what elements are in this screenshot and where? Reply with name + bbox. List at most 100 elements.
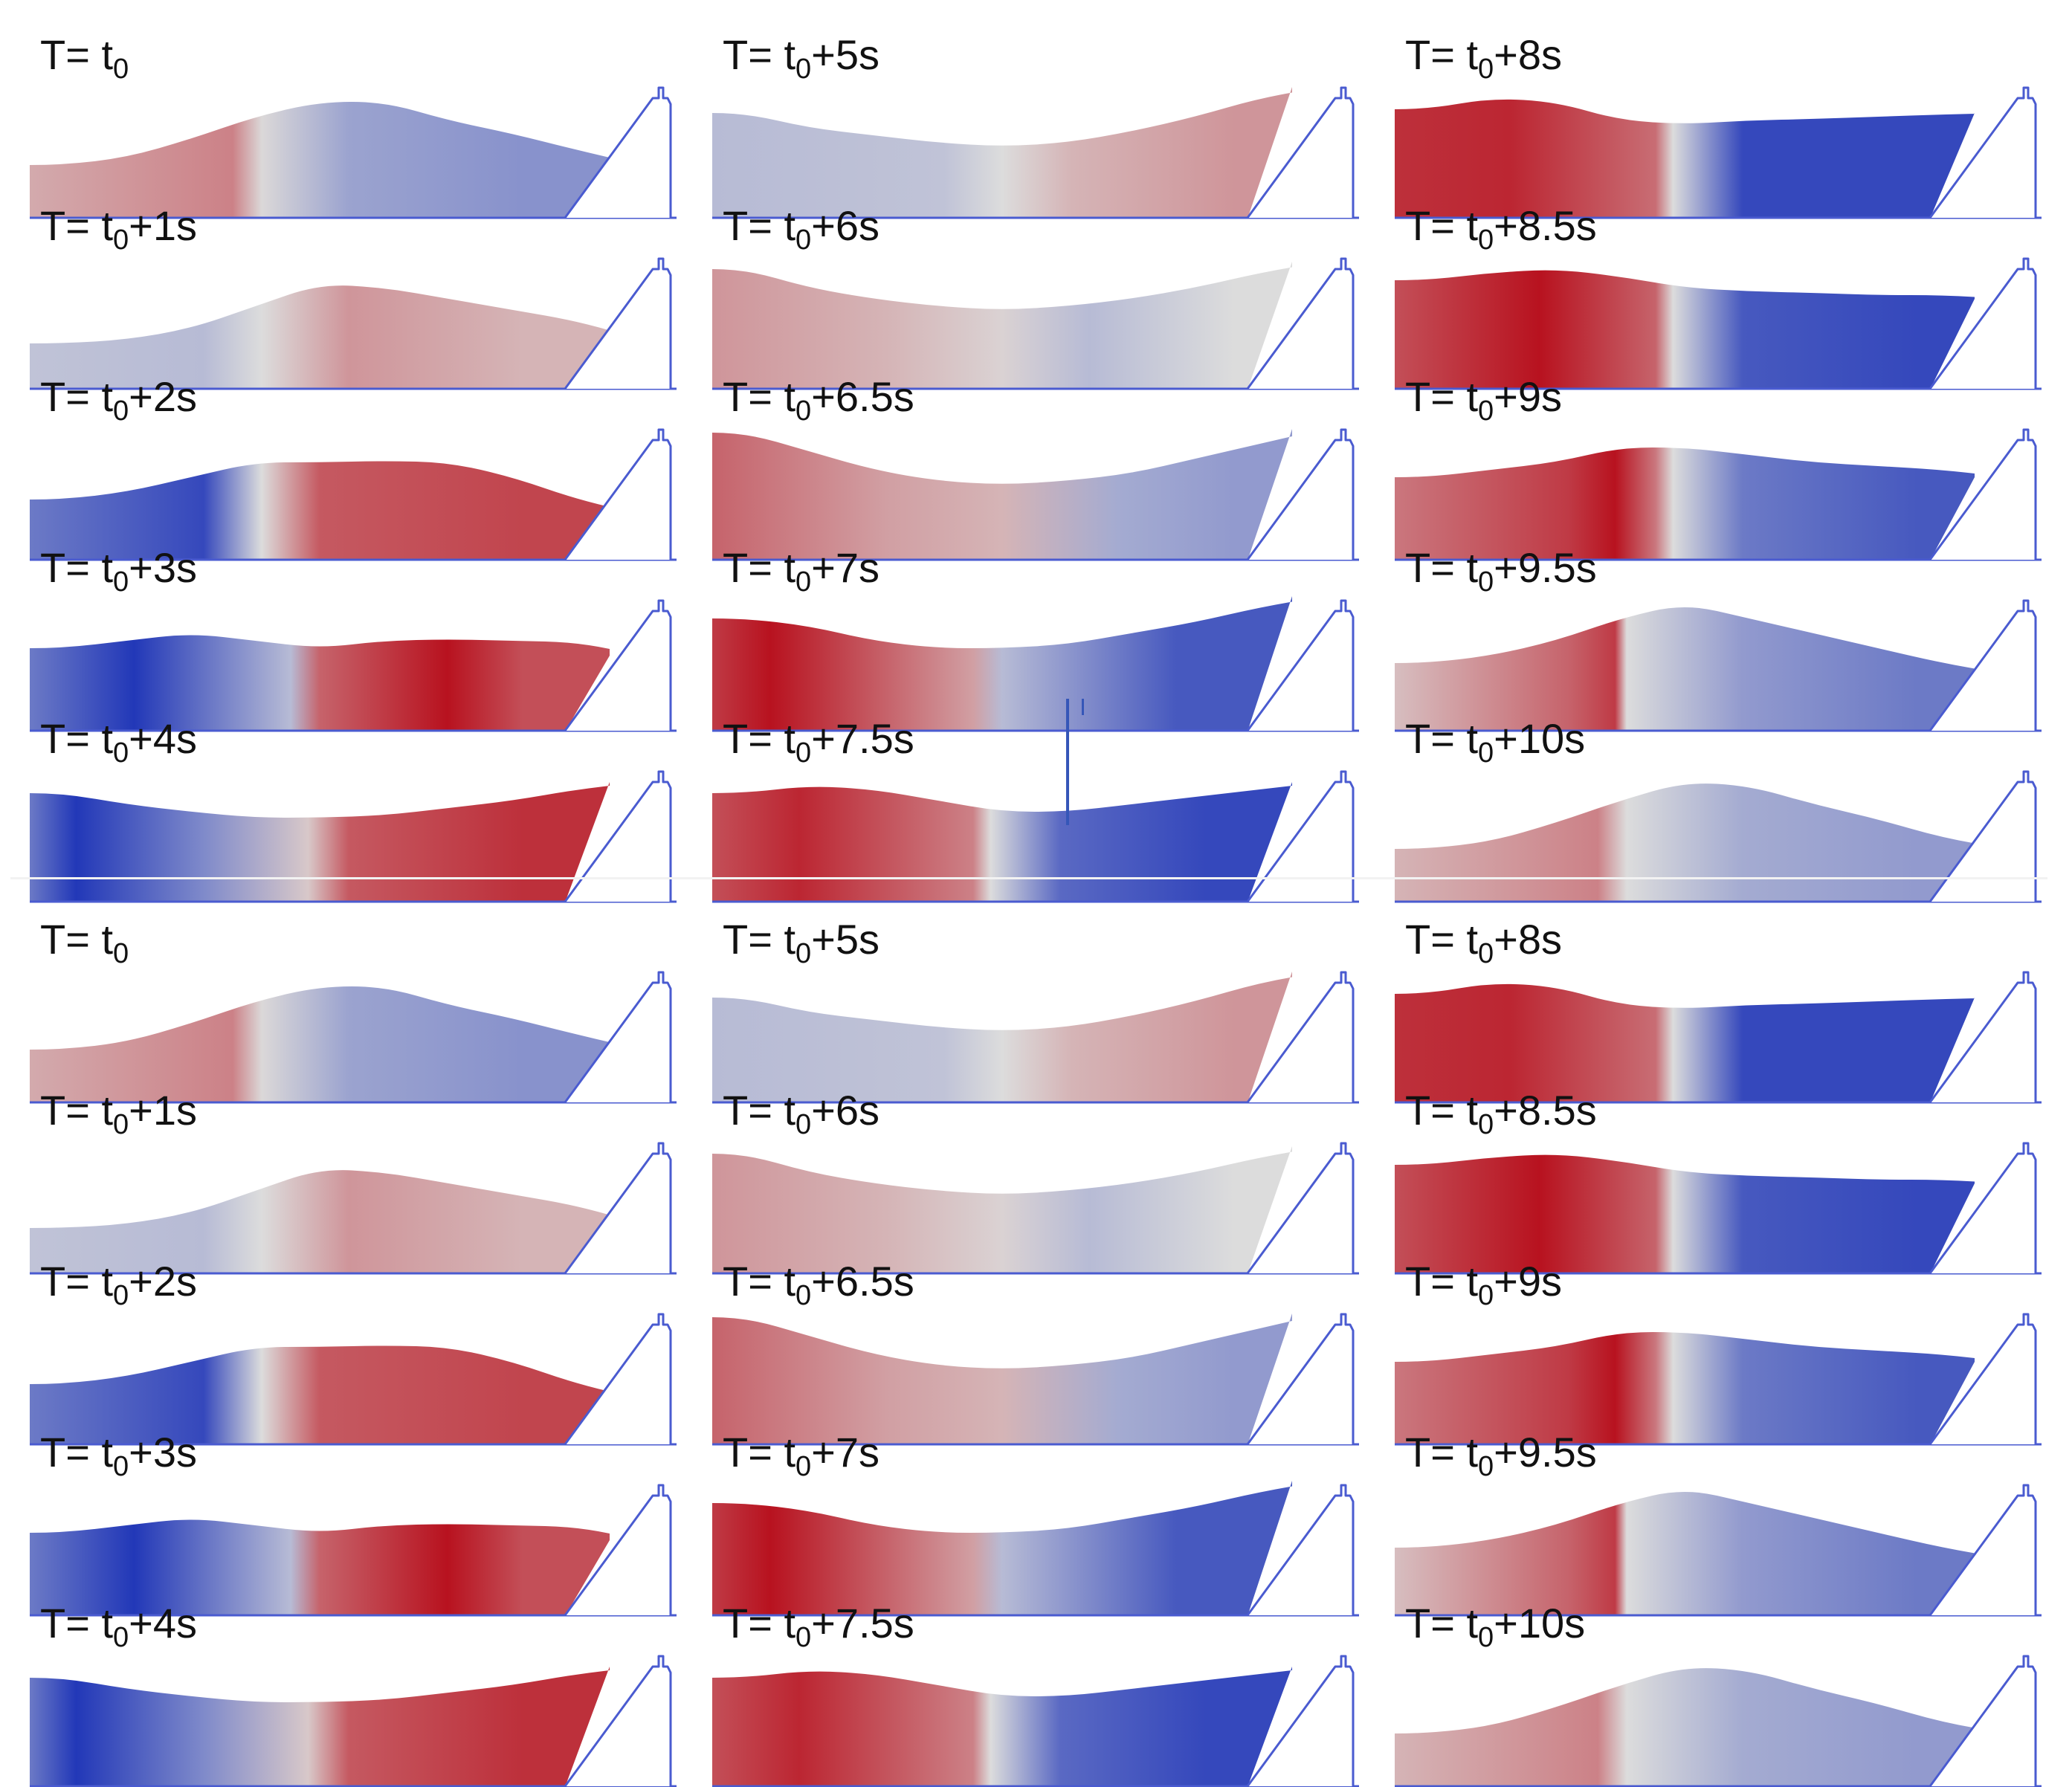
wave-field [30,257,677,390]
time-label-prefix: T= t [723,31,796,78]
time-label-suffix: +4s [129,1600,198,1647]
time-label-prefix: T= t [1405,31,1479,78]
time-label-subscript: 0 [113,54,129,85]
snapshot-panel: T= t0+6.5s [712,1261,1366,1446]
time-label-suffix: +2s [129,1258,198,1305]
snapshot-panel: T= t0+3s [30,1432,684,1617]
time-label-prefix: T= t [40,1600,114,1647]
wave-field [30,86,677,219]
time-label-suffix: +7.5s [811,715,914,762]
time-label: T= t0 [40,31,129,84]
time-label-subscript: 0 [795,566,812,598]
water-body [1395,1332,1975,1445]
wave-field [30,599,677,732]
time-label-prefix: T= t [40,1087,114,1134]
time-label-subscript: 0 [113,938,129,969]
snapshot-panel: T= t0+10s [1395,718,2049,903]
time-label: T= t0+2s [40,373,198,426]
time-label-suffix: +9.5s [1494,544,1597,591]
time-label-prefix: T= t [1405,1600,1479,1647]
time-label-subscript: 0 [113,1451,129,1482]
snapshot-panel: T= t0+7s [712,1432,1366,1617]
snapshot-panel: T= t0+6s [712,205,1366,390]
wave-field [1395,1313,2042,1446]
water-body [30,635,610,731]
breakwater-outline [564,770,672,902]
water-body [30,782,610,902]
time-label-subscript: 0 [113,395,129,427]
breakwater-outline [1929,971,2037,1103]
time-label-suffix: +6s [811,1087,880,1134]
time-label-prefix: T= t [723,1087,796,1134]
snapshot-group-top: T= t0 T= t0+1s T= t0+2s T= t0+3s T= t0+4s T= … [0,0,2072,903]
water-body [1395,99,1975,219]
time-label: T= t0+7s [723,1432,880,1481]
snapshot-panel: T= t0+9.5s [1395,1432,2049,1617]
time-label: T= t0+3s [40,547,197,597]
time-label-suffix: +10s [1494,1600,1586,1647]
wave-field [30,1484,677,1617]
time-label-subscript: 0 [113,1622,129,1653]
water-body [30,986,610,1103]
wave-field [712,86,1359,219]
time-label-subscript: 0 [113,566,129,598]
wave-field [1395,86,2042,219]
time-label: T= t0+9.5s [1405,1429,1597,1481]
wave-field [712,971,1359,1104]
snapshot-panel: T= t0+1s [30,1090,684,1275]
breakwater-outline [1929,1655,2037,1787]
wave-field [1395,971,2042,1104]
time-label-subscript: 0 [795,1451,812,1482]
breakwater-outline [564,1484,672,1616]
time-label-suffix: +9.5s [1494,1429,1597,1476]
water-body [712,782,1292,902]
time-label-subscript: 0 [795,1109,812,1140]
time-label-prefix: T= t [723,916,796,963]
time-label-prefix: T= t [723,715,796,762]
time-label-subscript: 0 [113,1280,129,1311]
breakwater-outline [1929,1313,2037,1445]
snapshot-panel: T= t0+2s [30,1261,684,1446]
time-label-suffix: +9s [1494,1258,1563,1305]
time-label-suffix: +2s [129,373,198,420]
water-body [712,262,1292,390]
time-label-subscript: 0 [1478,1280,1494,1311]
breakwater-outline [564,1313,672,1445]
time-label-prefix: T= t [1405,715,1479,762]
time-label-suffix: +1s [129,1087,198,1134]
breakwater-outline [1246,770,1355,902]
water-body [30,1170,610,1274]
snapshot-panel: T= t0+3s [30,547,684,732]
wave-field [712,257,1359,390]
breakwater-outline [1246,1655,1355,1787]
time-label: T= t0+3s [40,1429,198,1481]
time-label-subscript: 0 [1478,737,1494,769]
time-label-suffix: +8.5s [1494,202,1597,249]
time-label-prefix: T= t [723,373,796,420]
time-label-prefix: T= t [1405,1429,1479,1476]
time-label-subscript: 0 [795,1622,812,1653]
breakwater-outline [564,257,672,390]
time-label: T= t0+8s [1405,919,1562,969]
time-label-subscript: 0 [1478,1622,1494,1653]
stray-mark [1066,699,1069,825]
time-label-suffix: +3s [129,1429,198,1476]
time-label-subscript: 0 [795,938,812,969]
time-label-prefix: T= t [40,916,114,963]
water-body [30,1345,610,1445]
breakwater-outline [1246,599,1355,731]
water-body [712,1313,1292,1445]
time-label-prefix: T= t [40,31,114,78]
water-body [712,972,1292,1103]
time-label-suffix: +8s [1494,31,1563,78]
snapshot-panel: T= t0+7.5s [712,1603,1366,1787]
breakwater-outline [1246,971,1355,1103]
wave-field [30,1142,677,1275]
breakwater-outline [1246,1142,1355,1274]
time-label-suffix: +5s [811,916,880,963]
breakwater-outline [1929,428,2037,560]
breakwater-outline [1246,1313,1355,1445]
water-body [1395,1492,1975,1616]
time-label-suffix: +6.5s [811,1258,914,1305]
